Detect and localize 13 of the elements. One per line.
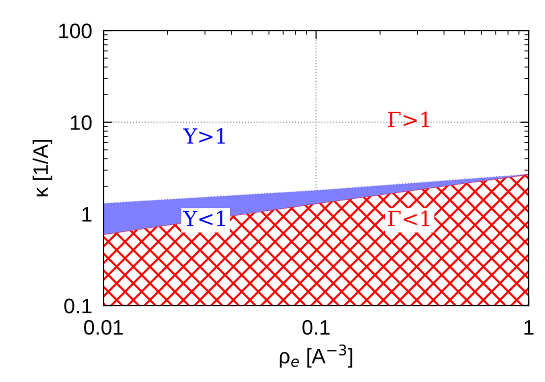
x-tick-label: 1 [524, 320, 534, 335]
x-tick-label: 0.1 [302, 320, 330, 335]
y-tick-label: 10 [70, 115, 92, 130]
x-axis-title: ρ$_{e}$ [A$^{−3}$] [280, 344, 352, 368]
annotation: Γ<1 [388, 210, 430, 226]
x-tick-label: 0.01 [84, 320, 123, 335]
annotation: Υ<1 [183, 210, 225, 226]
y-tick-label: 0.1 [64, 298, 92, 314]
annotation: Υ>1 [183, 128, 225, 144]
y-tick-label: 100 [59, 24, 92, 38]
y-tick-label: 1 [82, 207, 92, 222]
y-axis-title: κ [1/A] [32, 140, 52, 196]
annotation: Γ>1 [388, 112, 430, 128]
